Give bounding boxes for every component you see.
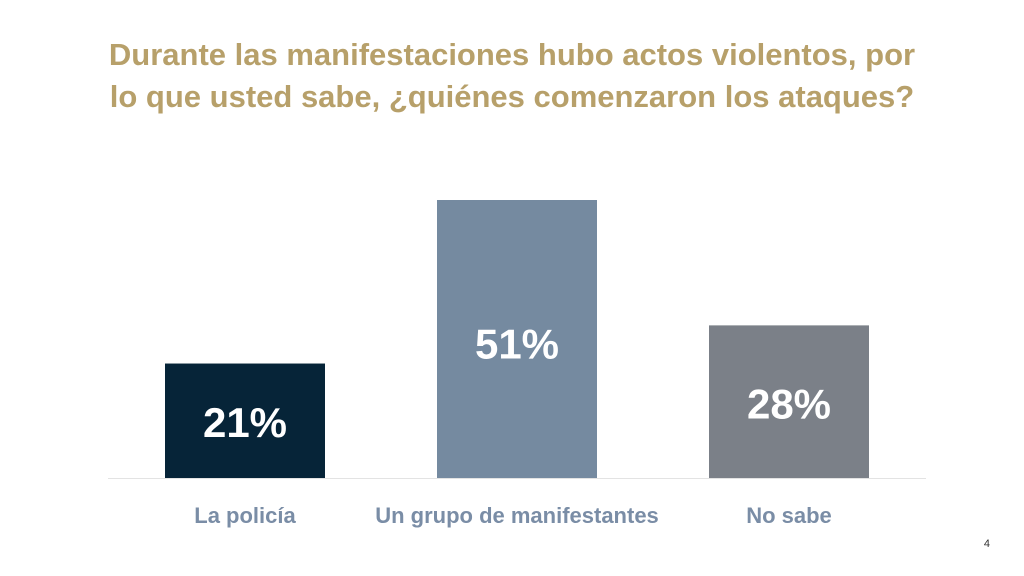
slide-title-line-1: Durante las manifestaciones hubo actos v…: [108, 37, 916, 72]
slide-title-line-2: lo que usted sabe, ¿quiénes comenzaron l…: [109, 79, 915, 114]
category-label-2: Un grupo de manifestantes: [375, 503, 659, 528]
bar-1: [165, 363, 325, 478]
bar-value-label-2: 51%: [475, 321, 559, 368]
bar-3: [709, 325, 869, 478]
bar-2: [437, 200, 597, 478]
bar-value-label-3: 28%: [747, 381, 831, 428]
page-number: 4: [983, 538, 990, 550]
category-label-1: La policía: [194, 503, 296, 528]
bar-value-label-1: 21%: [203, 399, 287, 446]
category-label-3: No sabe: [746, 503, 832, 528]
slide-title: Durante las manifestaciones hubo actos v…: [40, 34, 984, 118]
